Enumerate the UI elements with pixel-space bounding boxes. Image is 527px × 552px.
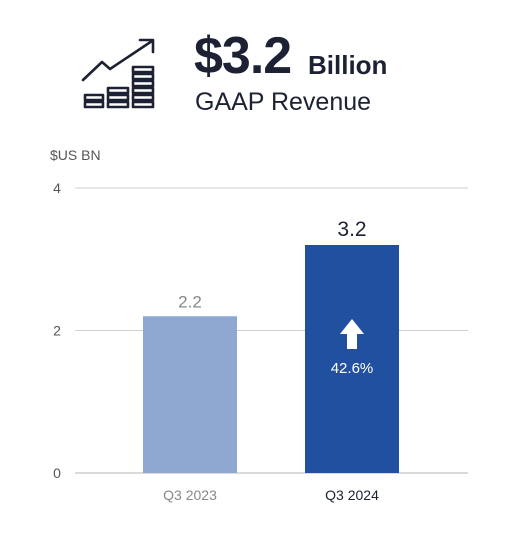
headline-value: $3.2 xyxy=(194,27,292,85)
bar-q3-2023 xyxy=(143,316,237,473)
revenue-bar-chart: $US BN 0 2 4 2.2 Q3 2023 3.2 Q3 2024 42.6% xyxy=(0,140,527,547)
headline-label: GAAP Revenue xyxy=(195,88,372,116)
headline-unit: Billion xyxy=(308,50,388,80)
bar-value-label: 3.2 xyxy=(337,218,366,241)
revenue-header: $3.2 Billion GAAP Revenue xyxy=(0,0,527,130)
y-tick-label: 2 xyxy=(53,323,61,339)
bar-q3-2024 xyxy=(305,245,399,473)
growth-percent-label: 42.6% xyxy=(331,360,374,377)
growth-chart-icon xyxy=(81,38,155,109)
chart-svg: $US BN 0 2 4 2.2 Q3 2023 3.2 Q3 2024 42.6% xyxy=(50,147,468,503)
y-axis-label: $US BN xyxy=(50,147,101,163)
bar-layer xyxy=(143,245,399,473)
bar-value-label: 2.2 xyxy=(178,292,202,311)
grid-layer xyxy=(75,187,468,474)
label-layer: 0 2 4 2.2 Q3 2023 3.2 Q3 2024 42.6% xyxy=(53,180,379,503)
y-tick-label: 0 xyxy=(53,465,61,481)
x-tick-label: Q3 2023 xyxy=(163,487,217,503)
y-tick-label: 4 xyxy=(53,180,61,196)
up-arrow-icon xyxy=(340,319,364,349)
x-tick-label: Q3 2024 xyxy=(325,487,379,503)
